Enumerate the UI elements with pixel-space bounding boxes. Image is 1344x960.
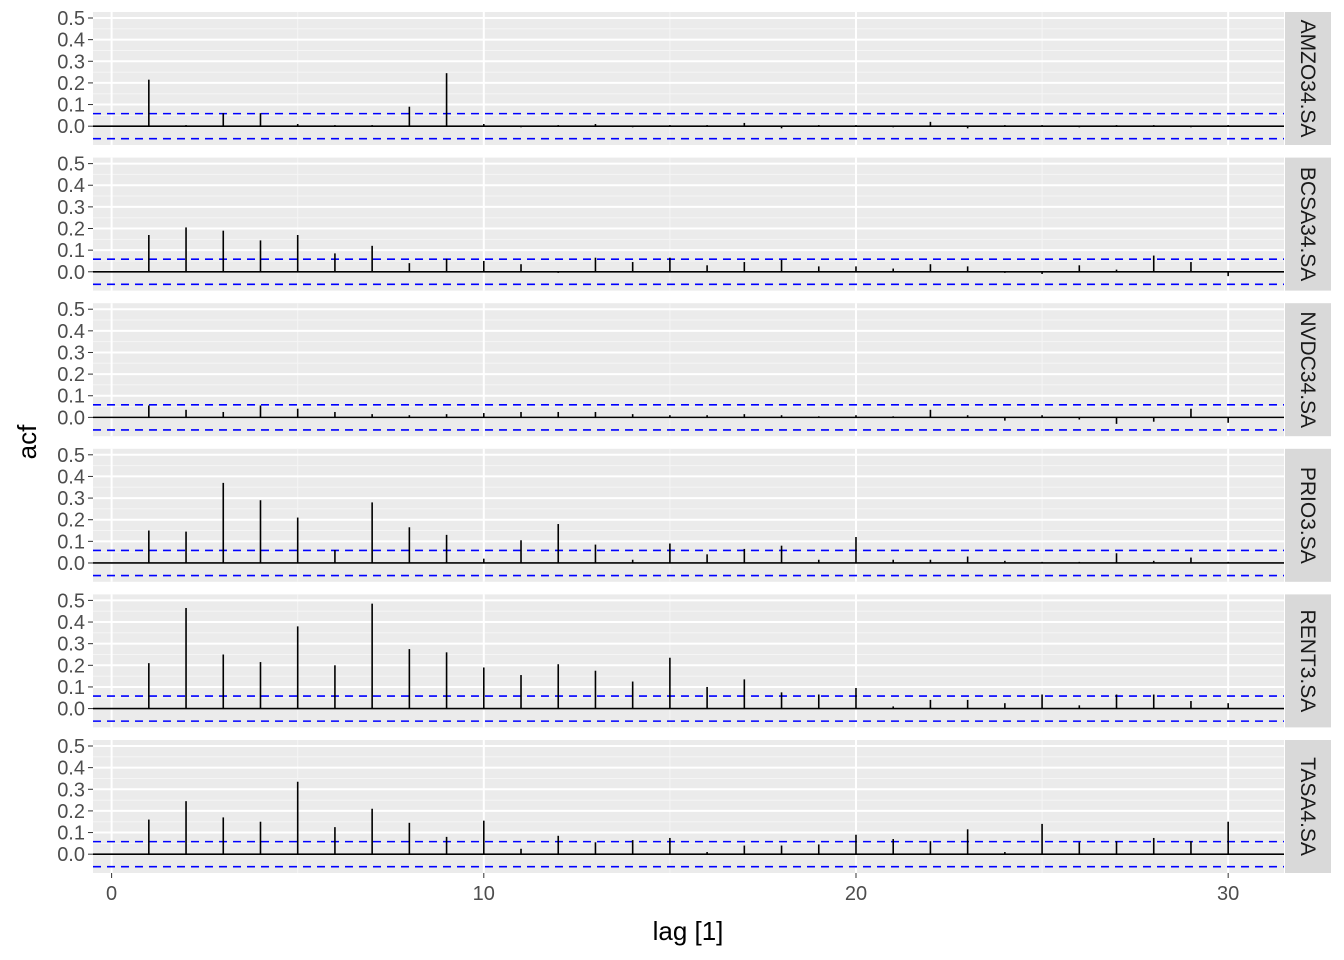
y-tick-label: 0.2 xyxy=(57,655,85,677)
y-tick-label: 0.4 xyxy=(57,321,85,343)
y-tick-label: 0.4 xyxy=(57,758,85,780)
y-tick-label: 0.5 xyxy=(57,154,85,176)
y-tick-label: 0.4 xyxy=(57,175,85,197)
y-tick-label: 0.5 xyxy=(57,445,85,467)
y-tick-label: 0.3 xyxy=(57,634,85,656)
panel-background xyxy=(93,303,1284,437)
facet-strip xyxy=(1285,303,1331,437)
facet-panel: 0.00.10.20.30.40.5 NVDC34.SA xyxy=(57,299,1331,437)
y-tick-label: 0.2 xyxy=(57,364,85,386)
y-tick-label: 0.0 xyxy=(57,844,85,866)
facet-strip-label: RENT3.SA xyxy=(1296,610,1319,713)
y-tick-label: 0.3 xyxy=(57,488,85,510)
facet-strip-label: NVDC34.SA xyxy=(1296,311,1319,428)
y-tick-label: 0.4 xyxy=(57,466,85,488)
y-tick-label: 0.2 xyxy=(57,801,85,823)
panel-background xyxy=(93,594,1284,728)
y-tick-label: 0.1 xyxy=(57,531,85,553)
facet-strip-label: AMZO34.SA xyxy=(1296,20,1319,138)
facet-strip-label: BCSA34.SA xyxy=(1296,167,1319,281)
panel-background xyxy=(93,448,1284,582)
y-tick-label: 0.0 xyxy=(57,553,85,575)
y-tick-label: 0.1 xyxy=(57,386,85,408)
y-tick-label: 0.2 xyxy=(57,219,85,241)
x-tick-label: 20 xyxy=(845,883,867,905)
y-tick-label: 0.0 xyxy=(57,116,85,138)
facet-panel: 0.00.10.20.30.40.5 AMZO34.SA xyxy=(57,8,1331,145)
y-tick-label: 0.4 xyxy=(57,612,85,634)
panel-background xyxy=(93,157,1284,291)
y-tick-label: 0.3 xyxy=(57,51,85,73)
facet-panel: 0.00.10.20.30.40.5 PRIO3.SA xyxy=(57,445,1331,582)
y-tick-label: 0.0 xyxy=(57,262,85,284)
facet-strip-label: PRIO3.SA xyxy=(1296,467,1319,564)
x-tick-label: 30 xyxy=(1217,883,1239,905)
panel-background xyxy=(93,740,1284,873)
y-tick-label: 0.0 xyxy=(57,407,85,429)
x-axis: 0 10 20 30 xyxy=(106,873,1239,905)
facet-panel: 0.00.10.20.30.40.5 RENT3.SA xyxy=(57,590,1331,728)
facet-strip xyxy=(1285,740,1331,873)
y-tick-label: 0.2 xyxy=(57,510,85,532)
y-tick-label: 0.5 xyxy=(57,590,85,612)
facet-panel: 0.00.10.20.30.40.5 BCSA34.SA xyxy=(57,154,1331,291)
facet-panels: 0.00.10.20.30.40.5AMZO34.SA0.00.10.20.30… xyxy=(57,8,1331,873)
x-tick-label: 0 xyxy=(106,883,117,905)
y-tick-label: 0.4 xyxy=(57,30,85,52)
y-tick-label: 0.2 xyxy=(57,73,85,95)
y-tick-label: 0.1 xyxy=(57,95,85,117)
x-axis-title: lag [1] xyxy=(653,916,724,946)
x-tick-label: 10 xyxy=(473,883,495,905)
panel-background xyxy=(93,12,1284,145)
facet-strip xyxy=(1285,157,1331,291)
y-tick-label: 0.5 xyxy=(57,8,85,30)
y-tick-label: 0.1 xyxy=(57,823,85,845)
y-tick-label: 0.3 xyxy=(57,779,85,801)
facet-strip-label: TASA4.SA xyxy=(1296,757,1319,856)
y-tick-label: 0.3 xyxy=(57,342,85,364)
facet-panel: 0.00.10.20.30.40.5 TASA4.SA xyxy=(57,736,1331,873)
y-tick-label: 0.1 xyxy=(57,677,85,699)
facet-strip xyxy=(1285,448,1331,582)
y-tick-label: 0.1 xyxy=(57,240,85,262)
y-tick-label: 0.5 xyxy=(57,299,85,321)
y-axis-title: acf xyxy=(12,424,42,459)
y-tick-label: 0.3 xyxy=(57,197,85,219)
facet-strip xyxy=(1285,594,1331,728)
y-tick-label: 0.5 xyxy=(57,736,85,758)
facet-strip xyxy=(1285,12,1331,145)
y-tick-label: 0.0 xyxy=(57,699,85,721)
